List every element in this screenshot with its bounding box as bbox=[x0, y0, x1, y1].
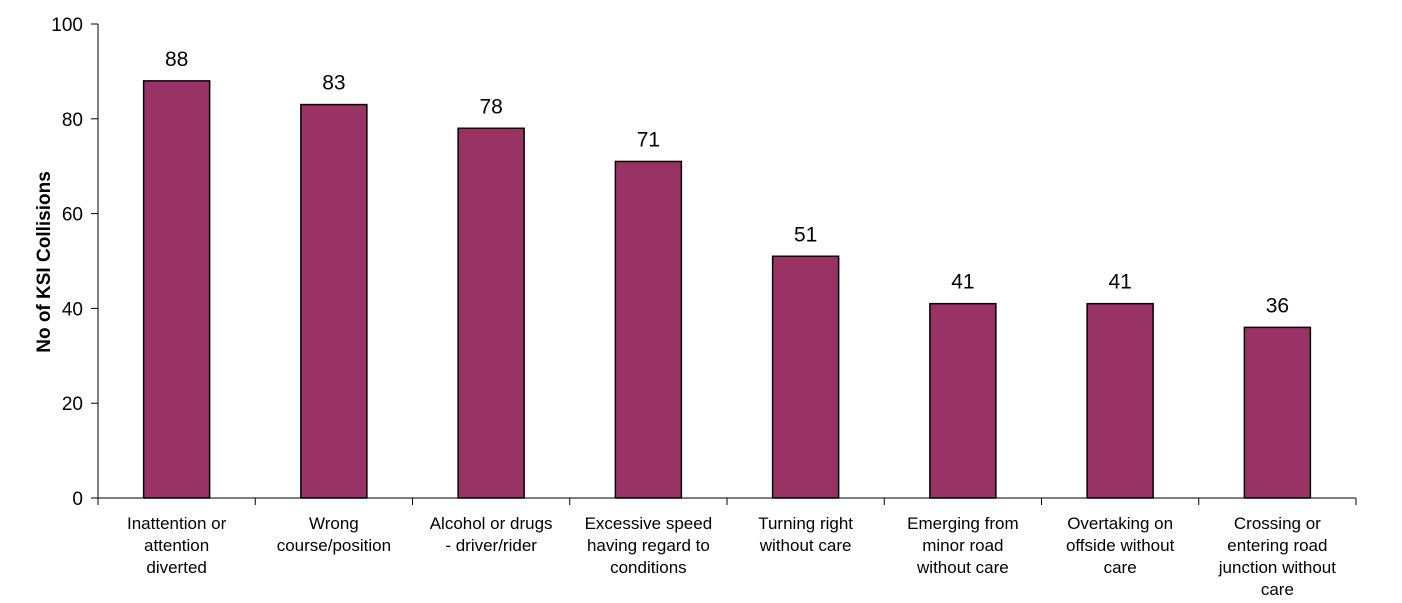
x-axis bbox=[97, 497, 1357, 505]
data-label: 41 bbox=[951, 271, 974, 294]
category-label: Wrong course/position bbox=[277, 514, 391, 555]
category-label-line: Alcohol or drugs bbox=[430, 514, 553, 533]
data-label: 51 bbox=[794, 223, 817, 246]
category-label-line: Inattention or bbox=[127, 514, 227, 533]
category-label-line: Turning right bbox=[758, 514, 853, 533]
category-label: Inattention or attention diverted bbox=[127, 514, 227, 577]
category-label-line: diverted bbox=[146, 558, 206, 577]
data-label: 41 bbox=[1108, 271, 1131, 294]
category-label-line: Emerging from bbox=[907, 514, 1018, 533]
category-label: Excessive speed having regard to condition… bbox=[585, 514, 713, 577]
category-labels: Inattention or attention diverted Wrong cour… bbox=[127, 514, 1336, 599]
category-label-line: Overtaking on bbox=[1067, 514, 1173, 533]
y-tick-label: 20 bbox=[62, 394, 83, 415]
data-label: 71 bbox=[637, 128, 660, 151]
category-label: Emerging from minor road without care bbox=[907, 514, 1018, 577]
bar bbox=[614, 160, 683, 499]
category-label-line: Wrong bbox=[309, 514, 359, 533]
data-label: 36 bbox=[1266, 294, 1289, 317]
bar bbox=[300, 103, 368, 499]
category-label-line: attention bbox=[144, 536, 209, 555]
category-label-line: care bbox=[1261, 580, 1294, 599]
data-label: 83 bbox=[322, 72, 345, 95]
category-label-line: - driver/rider bbox=[445, 536, 537, 555]
y-tick-label: 80 bbox=[62, 110, 83, 131]
category-label-line: Excessive speed bbox=[585, 514, 713, 533]
bar bbox=[929, 302, 997, 499]
bar bbox=[457, 127, 525, 499]
y-tick-label: 100 bbox=[51, 15, 83, 36]
bar bbox=[142, 80, 211, 499]
category-label-line: junction without bbox=[1218, 558, 1336, 577]
category-label: Alcohol or drugs - driver/rider bbox=[430, 514, 553, 555]
category-label-line: conditions bbox=[610, 558, 687, 577]
category-label-line: Crossing or bbox=[1234, 514, 1321, 533]
category-label: Turning right without care bbox=[758, 514, 853, 555]
data-label: 88 bbox=[165, 48, 188, 71]
bar bbox=[1243, 326, 1312, 499]
bars bbox=[142, 80, 1312, 499]
category-label-line: having regard to bbox=[587, 536, 710, 555]
y-tick-label: 40 bbox=[62, 299, 83, 320]
category-label-line: course/position bbox=[277, 536, 391, 555]
data-labels: 88 83 78 71 51 41 41 36 bbox=[165, 48, 1289, 317]
category-label-line: offside without bbox=[1066, 536, 1175, 555]
category-label-line: minor road bbox=[922, 536, 1003, 555]
bar bbox=[771, 255, 840, 499]
category-label: Crossing or entering road junction without… bbox=[1218, 514, 1336, 599]
category-label-line: care bbox=[1104, 558, 1137, 577]
y-axis: 0 20 40 60 80 100 bbox=[51, 15, 99, 510]
category-label-line: entering road bbox=[1227, 536, 1327, 555]
category-label-line: without care bbox=[916, 558, 1009, 577]
bar bbox=[1086, 302, 1154, 499]
y-tick-label: 0 bbox=[72, 489, 83, 510]
y-tick-label: 60 bbox=[62, 205, 83, 226]
data-label: 78 bbox=[479, 95, 502, 118]
category-label: Overtaking on offside without care bbox=[1066, 514, 1175, 577]
category-label-line: without care bbox=[759, 536, 852, 555]
y-axis-title: No of KSI Collisions bbox=[34, 171, 55, 353]
